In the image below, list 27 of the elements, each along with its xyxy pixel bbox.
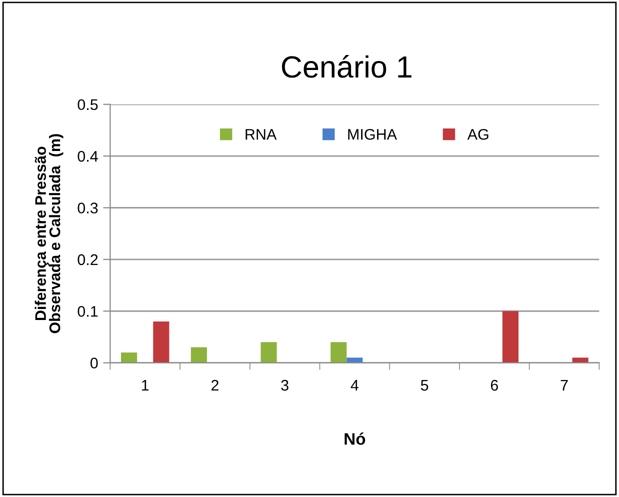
bar — [121, 352, 138, 363]
x-tick-label: 6 — [490, 380, 498, 391]
legend-label: MIGHA — [348, 128, 398, 140]
bar — [190, 347, 207, 363]
x-tick-label: 5 — [420, 380, 428, 391]
chart-title: Cenário 1 — [282, 54, 412, 78]
bar — [572, 358, 588, 363]
legend-label: AG — [467, 128, 488, 140]
legend-label: RNA — [246, 129, 277, 140]
y-tick-label: 0.1 — [78, 306, 98, 317]
bar — [153, 321, 170, 363]
x-tick-label: 4 — [350, 380, 358, 391]
x-tick-label: 1 — [142, 380, 149, 391]
bar — [260, 342, 277, 363]
y-tick-label: 0.4 — [78, 150, 98, 162]
x-axis-title: Nó — [344, 432, 366, 445]
bar — [346, 358, 363, 363]
y-axis-title: Diferença entre Pressão Observada e Calculada (m) — [34, 134, 64, 334]
y-tick-label: 0.2 — [78, 254, 98, 266]
bar — [502, 311, 519, 363]
y-tick-label: 0.5 — [78, 99, 98, 110]
y-tick-label: 0 — [90, 358, 98, 368]
x-tick-label: 3 — [281, 380, 288, 391]
bar — [330, 342, 347, 363]
x-tick-label: 2 — [211, 380, 218, 391]
y-tick-label: 0.3 — [78, 202, 98, 214]
x-tick-label: 7 — [560, 380, 568, 391]
